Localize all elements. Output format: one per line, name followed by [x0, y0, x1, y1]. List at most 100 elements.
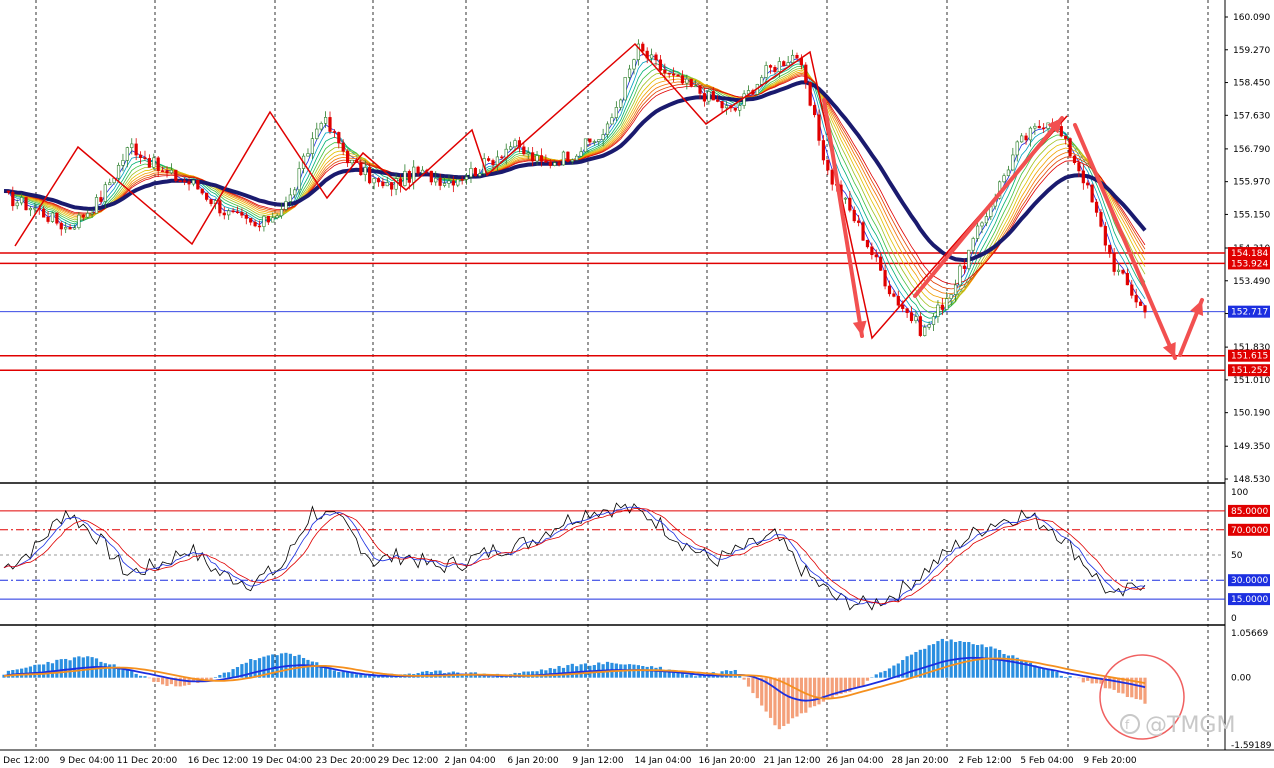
price-pane	[0, 39, 1225, 371]
time-tick-label: 23 Dec 20:00	[316, 756, 377, 766]
macd-histogram-bar	[742, 677, 746, 680]
candle-body	[923, 326, 927, 336]
time-tick-label: 21 Jan 12:00	[764, 756, 821, 766]
candle-body	[1103, 226, 1107, 246]
macd-histogram-bar	[183, 677, 187, 686]
candle-body	[636, 43, 640, 60]
arrow-down	[822, 98, 867, 338]
ribbon-ma-line	[3, 69, 1146, 304]
arrow-shaft	[1073, 123, 1177, 360]
candle-body	[887, 285, 892, 295]
macd-histogram-bar	[1024, 661, 1028, 678]
macd-histogram-bar	[354, 674, 359, 678]
level-tag-label: 154.184	[1231, 249, 1268, 259]
price-tick-label: 159.270	[1233, 46, 1270, 56]
macd-histogram-bar	[649, 666, 654, 678]
candle-body	[108, 182, 112, 186]
candle-body	[394, 178, 398, 190]
candle-body	[1033, 125, 1037, 129]
macd-histogram-bar	[984, 647, 989, 678]
macd-histogram-bar	[812, 677, 817, 707]
candle-body	[420, 169, 425, 174]
macd-histogram-bar	[59, 659, 63, 678]
ribbon-ma-line	[3, 63, 1146, 319]
candle-body	[672, 73, 676, 76]
candle-body	[830, 169, 834, 185]
candle-body	[244, 214, 248, 219]
candle-body	[971, 238, 975, 251]
level-tag-label: 151.252	[1231, 366, 1268, 376]
macd-histogram-bar	[209, 677, 213, 681]
candle-body	[337, 132, 341, 144]
candle-body	[975, 225, 980, 239]
macd-histogram-bar	[636, 665, 640, 678]
macd-histogram-bar	[663, 670, 667, 678]
candle-body	[403, 170, 407, 186]
macd-histogram-bar	[1042, 667, 1046, 678]
plot-frame	[0, 0, 1274, 751]
macd-histogram-bar	[782, 677, 786, 727]
macd-histogram-bar	[901, 660, 905, 678]
macd-histogram-bar	[940, 638, 944, 678]
macd-histogram-bar	[852, 677, 856, 688]
zigzag-line	[14, 42, 1068, 340]
macd-histogram-bar	[962, 641, 966, 678]
macd-histogram-bar	[169, 677, 174, 685]
time-tick-label: 11 Dec 20:00	[117, 756, 178, 766]
candle-body	[548, 161, 552, 166]
macd-histogram-bar	[830, 677, 834, 698]
macd-histogram-bar	[583, 663, 588, 678]
macd-histogram-bar	[160, 677, 165, 685]
price-tick-label: 151.830	[1233, 343, 1270, 353]
macd-histogram-bar	[672, 670, 676, 678]
macd-histogram-bar	[464, 674, 469, 678]
candle-body	[509, 146, 513, 150]
macd-histogram-bar	[28, 666, 33, 678]
candle-body	[381, 181, 385, 187]
candle-body	[1006, 169, 1011, 177]
candle-body	[760, 77, 764, 85]
candle-body	[1108, 244, 1112, 254]
candle-body	[1121, 269, 1125, 274]
macd-histogram-bar	[667, 669, 671, 678]
candle-body	[962, 265, 966, 269]
candle-body	[896, 296, 900, 306]
macd-histogram-bar	[531, 671, 535, 678]
candle-body	[707, 91, 711, 102]
candle-body	[949, 294, 953, 299]
macd-histogram-bar	[522, 671, 526, 678]
macd-histogram-bar	[165, 677, 169, 686]
candle-body	[187, 181, 191, 185]
candle-body	[702, 93, 707, 102]
candle-body	[165, 170, 169, 174]
candle-body	[601, 134, 605, 140]
highlight-circle	[1099, 654, 1185, 740]
candle-body	[931, 316, 936, 325]
candle-body	[134, 143, 138, 156]
candle-body	[495, 156, 500, 165]
candle-body	[914, 316, 918, 322]
macd-histogram-bar	[372, 675, 376, 678]
ribbon-ma-line	[3, 71, 1146, 299]
candle-body	[416, 166, 420, 174]
macd-histogram-bar	[1090, 677, 1094, 684]
macd-histogram-bar	[297, 654, 301, 678]
candle-body	[1037, 125, 1041, 129]
macd-histogram-bar	[213, 677, 218, 678]
candle-body	[570, 159, 574, 162]
candle-body	[152, 157, 156, 168]
candle-body	[235, 211, 240, 214]
candle-body	[28, 207, 33, 211]
candle-body	[15, 202, 19, 207]
price-tick-label: 149.350	[1233, 442, 1270, 452]
candle-body	[605, 123, 610, 135]
candle-body	[1077, 162, 1081, 172]
macd-histogram-bar	[1086, 677, 1090, 681]
stoch-level-label: 30.0000	[1231, 576, 1268, 586]
macd-histogram-bar	[319, 665, 323, 678]
macd-histogram-bar	[244, 662, 248, 678]
arrow-head	[1190, 300, 1204, 316]
macd-histogram-bar	[751, 677, 755, 694]
candle-body	[544, 160, 548, 163]
candle-body	[790, 54, 795, 63]
